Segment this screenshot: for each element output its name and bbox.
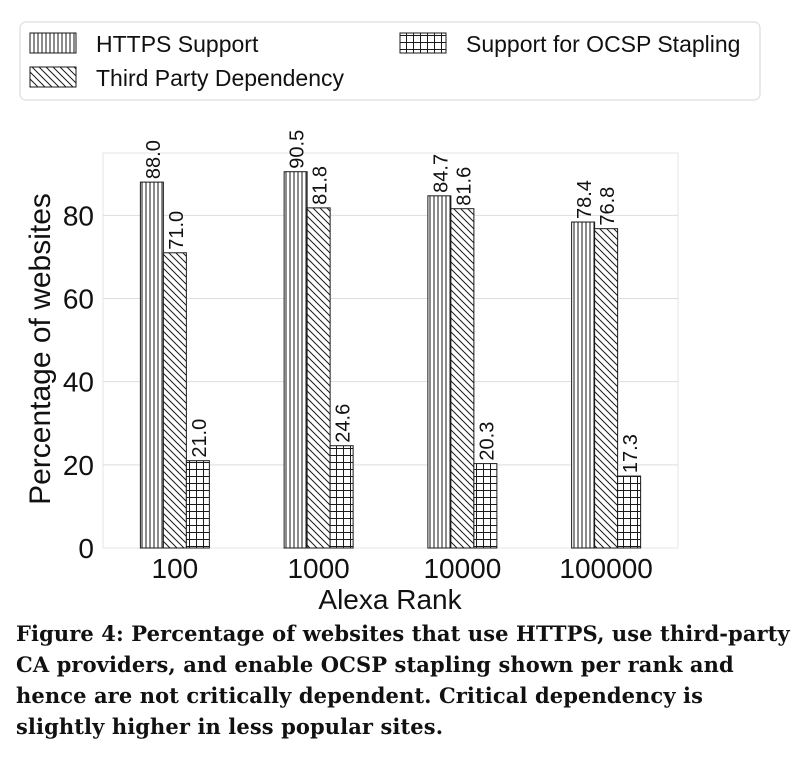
x-axis-label: Alexa Rank: [318, 584, 462, 615]
legend-label-third-party: Third Party Dependency: [96, 65, 345, 91]
legend-frame: [19, 21, 761, 101]
bar-ocsp-1000: [329, 445, 354, 549]
y-tick-label: 0: [78, 533, 94, 564]
figure-caption: Figure 4: Percentage of websites that us…: [16, 618, 796, 742]
data-label-third-party-10000: 81.6: [453, 167, 475, 206]
legend-label-https: HTTPS Support: [96, 31, 259, 57]
data-label-ocsp-100: 21.0: [189, 419, 211, 458]
data-label-https-100000: 78.4: [574, 180, 596, 219]
legend-swatch-third-party: [29, 66, 77, 88]
legend: HTTPS Support Third Party Dependency Sup…: [19, 21, 761, 101]
bar-third-party-1000: [306, 207, 331, 549]
bar-third-party-100000: [594, 228, 619, 549]
legend-label-ocsp: Support for OCSP Stapling: [466, 31, 740, 57]
y-tick-label: 80: [63, 200, 94, 231]
bar-ocsp-100000: [617, 475, 642, 549]
x-tick-label: 100: [152, 553, 199, 584]
bar-https-1000: [283, 171, 308, 549]
bar-https-100000: [571, 221, 596, 549]
caption-label: Figure 4:: [16, 621, 124, 646]
legend-swatch-https: [29, 32, 77, 54]
bar-https-10000: [427, 195, 452, 549]
data-label-third-party-1000: 81.8: [310, 166, 332, 205]
y-tick-labels: 0 20 40 60 80: [63, 200, 94, 564]
y-tick-label: 20: [63, 450, 94, 481]
data-labels: 88.0 71.0 21.0 90.581.8 24.6 84.7 81.6 20.3 78.4…: [143, 130, 642, 473]
legend-swatch-ocsp: [399, 32, 447, 54]
data-label-ocsp-10000: 20.3: [476, 422, 498, 461]
x-tick-label: 10000: [423, 553, 501, 584]
data-label-https-100: 88.0: [143, 140, 165, 179]
data-label-ocsp-100000: 17.3: [620, 434, 642, 473]
bars: [139, 171, 642, 549]
data-label-third-party-100: 71.0: [166, 211, 188, 250]
data-label-ocsp-1000: 24.6: [333, 404, 355, 443]
y-axis-label: Percentage of websites: [24, 193, 57, 505]
bar-third-party-100: [162, 252, 187, 549]
data-label-third-party-100000: 76.8: [597, 187, 619, 226]
bar-https-100: [139, 181, 164, 549]
bar-ocsp-10000: [473, 463, 498, 549]
bar-ocsp-100: [185, 460, 210, 549]
caption-text: Percentage of websites that use HTTPS, u…: [16, 621, 790, 739]
y-tick-label: 40: [63, 367, 94, 398]
x-tick-labels: 100 1000 10000 100000: [152, 553, 653, 584]
data-label-https-1000: 90.5: [287, 130, 309, 169]
y-tick-label: 60: [63, 284, 94, 315]
x-tick-label: 100000: [559, 553, 652, 584]
x-tick-label: 1000: [287, 553, 349, 584]
bar-third-party-10000: [450, 208, 475, 549]
data-label-https-10000: 84.7: [430, 154, 452, 193]
